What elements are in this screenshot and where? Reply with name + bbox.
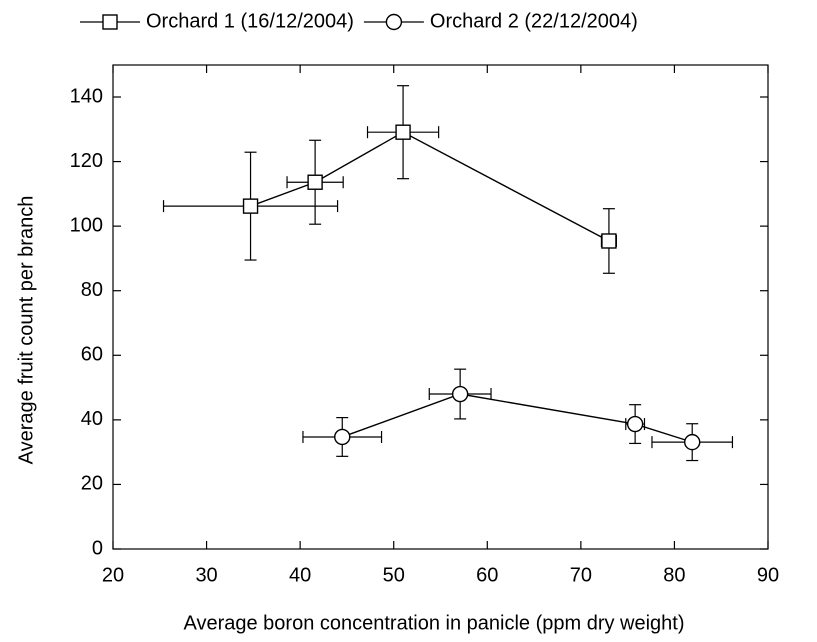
marker-circle: [334, 428, 351, 446]
y-tick-label: 40: [81, 408, 103, 430]
y-tick-label: 80: [81, 279, 103, 301]
marker-square: [395, 124, 411, 140]
plot-frame: [112, 64, 769, 550]
marker-circle: [684, 433, 701, 451]
x-tick-label: 70: [570, 564, 592, 586]
y-tick-label: 140: [70, 85, 103, 107]
x-tick-label: 30: [195, 564, 217, 586]
x-axis-title: Average boron concentration in panicle (…: [183, 612, 684, 634]
x-tick-label: 40: [289, 564, 311, 586]
y-tick-label: 100: [70, 214, 103, 236]
x-tick-label: 90: [757, 564, 779, 586]
marker-square: [601, 233, 617, 249]
marker-circle: [385, 13, 403, 31]
x-tick-label: 20: [102, 564, 124, 586]
x-tick-label: 50: [383, 564, 405, 586]
y-tick-label: 20: [81, 473, 103, 495]
y-axis-title: Average fruit count per branch: [15, 196, 37, 465]
x-tick-label: 80: [663, 564, 685, 586]
series-line: [250, 131, 610, 242]
legend-label: Orchard 2 (22/12/2004): [430, 10, 638, 32]
marker-circle: [451, 385, 469, 403]
y-tick-label: 120: [70, 150, 103, 172]
marker-square: [242, 198, 259, 214]
y-tick-label: 60: [81, 344, 103, 366]
y-tick-label: 0: [92, 537, 103, 559]
marker-square: [102, 14, 118, 30]
x-tick-label: 60: [476, 564, 498, 586]
legend-label: Orchard 1 (16/12/2004): [146, 10, 354, 32]
marker-circle: [626, 415, 644, 433]
series-line: [342, 393, 693, 443]
marker-square: [307, 174, 323, 190]
